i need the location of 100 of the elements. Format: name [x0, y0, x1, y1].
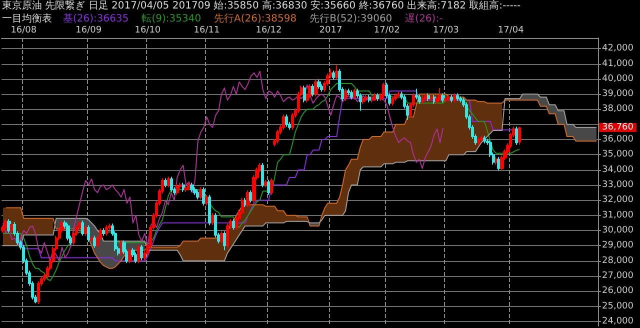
- y-tick-label: 29,000: [602, 240, 634, 251]
- candlestick: [421, 96, 424, 104]
- candlestick: [335, 64, 338, 80]
- candlestick: [182, 182, 185, 192]
- y-tick-label: 30,000: [602, 226, 634, 236]
- candlestick: [518, 126, 521, 146]
- candlestick: [285, 114, 288, 128]
- candlestick: [190, 182, 194, 192]
- candlestick: [515, 126, 518, 146]
- y-tick-label: 33,000: [602, 180, 634, 190]
- y-tick-label: 42,000: [602, 44, 634, 54]
- candlestick: [368, 94, 371, 103]
- chart-title: 東京原油 先限繋ぎ 日足 2017/04/05 201709 始:35850 高:36830 安:35660 終:36760 出来高:7182 取組高:-----: [2, 0, 521, 12]
- y-tick-label: 34,000: [602, 164, 634, 175]
- candlestick: [359, 92, 362, 112]
- candlestick: [438, 88, 442, 102]
- candlestick: [170, 176, 173, 192]
- candlestick: [10, 222, 13, 234]
- text: 転(9):35340: [142, 14, 202, 24]
- candlestick: [232, 218, 235, 230]
- candlestick: [134, 252, 137, 264]
- y-tick-label: 39,000: [602, 89, 634, 100]
- candlestick: [90, 235, 93, 242]
- candlestick: [347, 88, 350, 96]
- x-tick-label: 17/02: [374, 26, 400, 36]
- candlestick: [450, 94, 453, 103]
- candlestick: [140, 244, 143, 261]
- candlestick: [480, 135, 483, 142]
- y-tick-label: 24,000: [602, 316, 634, 326]
- candlestick: [202, 186, 205, 206]
- x-tick-label: 16/08: [10, 26, 37, 36]
- y-tick-label: 28,000: [602, 256, 634, 266]
- candlestick: [66, 223, 70, 241]
- text: 先行A(26):38598: [214, 12, 297, 24]
- candlestick: [320, 84, 324, 92]
- y-tick-label: 26,000: [602, 286, 634, 296]
- candlestick: [261, 162, 264, 188]
- candlestick: [199, 186, 202, 200]
- candlestick: [453, 92, 456, 103]
- x-tick-label: 2017: [319, 26, 342, 36]
- candlestick: [344, 88, 347, 102]
- candlestick: [220, 230, 223, 244]
- candlestick: [424, 92, 427, 102]
- text: 基(26):36635: [63, 12, 129, 24]
- y-tick-label: 38,000: [602, 104, 634, 114]
- candlestick: [353, 88, 356, 100]
- candlestick: [314, 79, 318, 97]
- candlestick: [441, 92, 445, 103]
- x-tick-label: 16/10: [134, 26, 161, 36]
- candlestick: [208, 194, 211, 226]
- text: 36,760: [602, 122, 634, 133]
- candlestick: [394, 92, 397, 102]
- candlestick: [128, 247, 132, 264]
- candlestick: [447, 94, 450, 102]
- y-tick-label: 32,000: [602, 195, 634, 206]
- x-tick-label: 16/09: [76, 26, 102, 36]
- y-tick-label: 27,000: [602, 270, 634, 281]
- candlestick: [196, 190, 199, 200]
- candlestick: [291, 112, 294, 130]
- candlestick: [164, 178, 167, 188]
- text: 遅(26):-: [405, 12, 444, 24]
- candlestick: [371, 96, 374, 103]
- candlestick: [415, 88, 418, 100]
- candlestick: [81, 220, 84, 236]
- candlestick: [93, 235, 96, 248]
- y-tick-label: 40,000: [602, 74, 634, 84]
- candlestick: [444, 96, 448, 103]
- candlestick: [211, 212, 214, 226]
- y-tick-label: 35,000: [602, 150, 634, 160]
- candlestick: [137, 244, 140, 264]
- candlestick: [282, 114, 285, 130]
- candlestick: [270, 178, 273, 196]
- candlestick: [350, 90, 353, 100]
- candlestick: [365, 94, 368, 102]
- candlestick: [317, 79, 321, 90]
- candlestick: [276, 129, 279, 144]
- x-tick-label: 17/04: [498, 26, 524, 36]
- candlestick: [483, 135, 486, 144]
- y-tick-label: 25,000: [602, 301, 634, 312]
- candlestick: [267, 179, 270, 196]
- candlestick: [264, 179, 267, 188]
- candlestick: [184, 185, 188, 192]
- candlestick: [167, 176, 170, 188]
- candlestick: [87, 224, 90, 242]
- text: 先行B(52):39060: [310, 12, 392, 24]
- candlestick: [397, 91, 400, 98]
- candlestick: [456, 92, 459, 102]
- legend-title: 一目均衡表: [2, 12, 52, 24]
- candlestick: [226, 223, 229, 248]
- candlestick: [303, 85, 306, 103]
- candlestick: [37, 280, 40, 305]
- candlestick: [102, 228, 105, 236]
- y-tick-label: 41,000: [602, 58, 634, 69]
- candlestick: [362, 96, 365, 104]
- candlestick: [430, 94, 433, 102]
- y-tick-label: 31,000: [602, 210, 634, 220]
- line-series: [2, 70, 444, 262]
- candlestick: [176, 184, 179, 196]
- candlestick: [193, 186, 197, 196]
- candlestick: [223, 230, 226, 251]
